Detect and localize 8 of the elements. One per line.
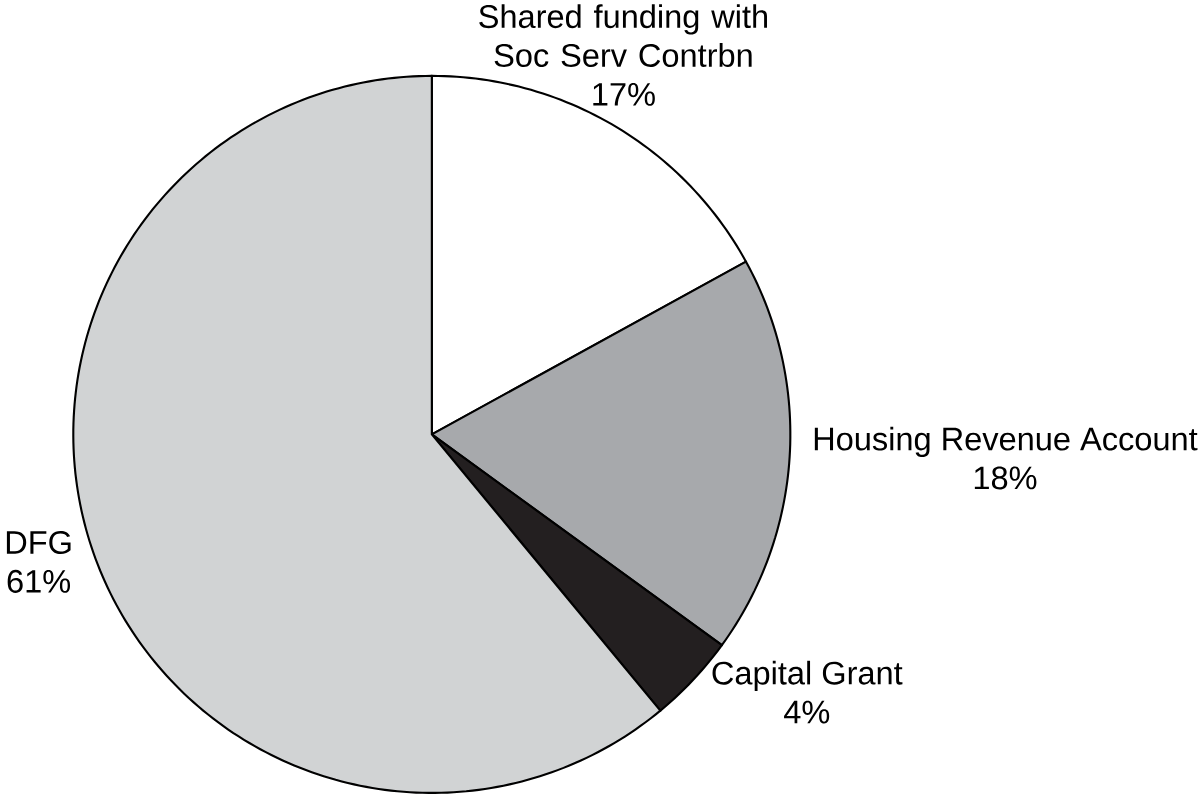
slice-label: Capital Grant bbox=[712, 660, 903, 692]
data-label: 4% bbox=[784, 700, 830, 724]
data-label: 18% bbox=[974, 466, 1037, 490]
data-label: 61% bbox=[7, 569, 71, 593]
slice-label: Housing Revenue Account bbox=[814, 426, 1198, 458]
data-label: 17% bbox=[593, 82, 655, 106]
slice-label: Shared funding with Soc Serv Contrbn bbox=[479, 4, 767, 68]
slice-label: DFG bbox=[6, 530, 71, 555]
